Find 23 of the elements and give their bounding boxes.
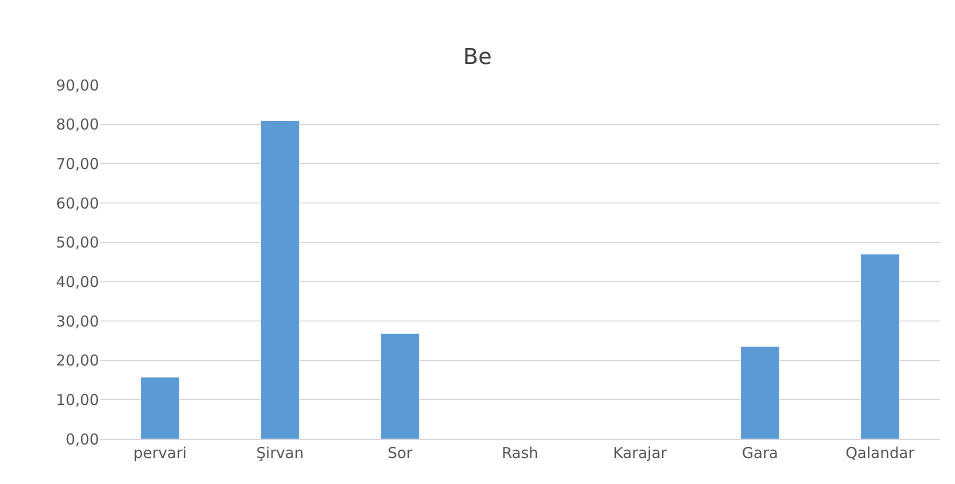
y-tick-label: 0,00 xyxy=(66,430,99,448)
y-tick-label: 70,00 xyxy=(56,154,99,173)
y-tick-label: 30,00 xyxy=(56,312,99,330)
y-tick-label: 60,00 xyxy=(56,194,99,212)
x-tick-label: pervari xyxy=(133,444,187,462)
y-tick-label: 20,00 xyxy=(56,352,99,370)
y-tick-label: 40,00 xyxy=(56,272,99,291)
bar xyxy=(740,346,780,439)
x-tick-label: Karajar xyxy=(613,444,668,462)
x-tick-label: Rash xyxy=(502,444,538,462)
bar xyxy=(260,120,300,439)
y-tick-label: 90,00 xyxy=(56,76,99,94)
y-tick-label: 80,00 xyxy=(56,116,99,134)
x-tick-label: Gara xyxy=(742,444,778,462)
x-tick-label: Şirvan xyxy=(256,444,304,462)
x-tick-label: Sor xyxy=(388,444,414,462)
bar xyxy=(140,377,180,439)
bar xyxy=(860,254,900,439)
y-tick-label: 50,00 xyxy=(56,234,99,252)
bar xyxy=(380,333,420,439)
y-tick-label: 10,00 xyxy=(56,390,99,409)
chart-title: Be xyxy=(463,44,492,70)
x-tick-label: Qalandar xyxy=(846,444,916,462)
